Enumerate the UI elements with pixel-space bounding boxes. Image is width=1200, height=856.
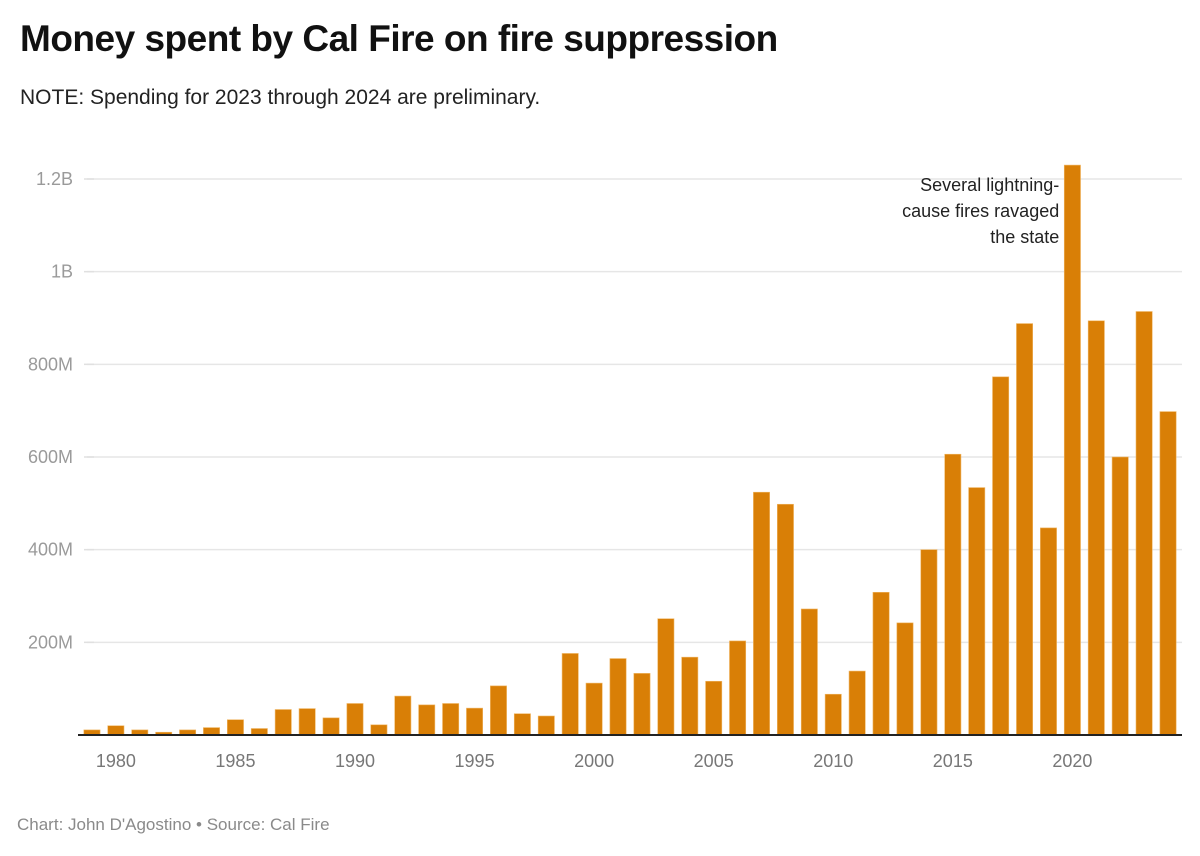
bar-2017[interactable]	[992, 376, 1010, 736]
bar-1996[interactable]	[490, 685, 507, 736]
bar-2015[interactable]	[944, 453, 962, 736]
bar-1985[interactable]	[227, 719, 244, 736]
bar-1994[interactable]	[442, 703, 460, 736]
bar-2006[interactable]	[729, 640, 747, 736]
bar-2008[interactable]	[777, 503, 794, 736]
bar-2019[interactable]	[1040, 527, 1057, 736]
bar-2018[interactable]	[1016, 323, 1033, 736]
bar-2011[interactable]	[848, 670, 866, 736]
bar-1991[interactable]	[370, 724, 388, 736]
bar-2024[interactable]	[1159, 411, 1177, 736]
chart-title: Money spent by Cal Fire on fire suppress…	[20, 18, 778, 59]
bars	[83, 164, 1177, 736]
chart-source: Source: Cal Fire	[206, 815, 330, 834]
annotation: Several lightning-cause fires ravaged the…	[902, 175, 1059, 247]
bar-1980[interactable]	[107, 725, 125, 736]
y-tick-label: 200M	[28, 632, 73, 652]
bar-2004[interactable]	[681, 656, 699, 736]
bar-1987[interactable]	[274, 709, 292, 736]
bar-2021[interactable]	[1087, 320, 1105, 736]
y-axis-ticks: 200M 400M 600M 800M 1B 1.2B	[28, 169, 73, 652]
x-axis-ticks: 1980 1985 1990 1995 2000 2005 2010 2015 2020	[96, 751, 1093, 771]
x-tick-label: 2010	[813, 751, 853, 771]
bar-2003[interactable]	[657, 618, 675, 736]
y-tick-label: 1.2B	[36, 169, 73, 189]
x-tick-label: 2015	[933, 751, 973, 771]
bar-1998[interactable]	[537, 715, 555, 736]
annotation-line: cause fires ravaged	[902, 201, 1059, 221]
footer-separator: •	[196, 815, 202, 834]
bar-2013[interactable]	[896, 622, 914, 736]
x-tick-label: 2005	[694, 751, 734, 771]
bar-1999[interactable]	[561, 653, 579, 736]
bar-2016[interactable]	[968, 487, 986, 736]
bar-2002[interactable]	[633, 673, 651, 736]
bar-1989[interactable]	[322, 717, 340, 736]
bar-2022[interactable]	[1111, 456, 1129, 736]
bar-2020[interactable]	[1063, 164, 1081, 736]
chart-credit: Chart: John D'Agostino	[17, 815, 192, 834]
bar-2014[interactable]	[920, 549, 938, 736]
bar-2010[interactable]	[824, 693, 842, 736]
chart-subtitle: NOTE: Spending for 2023 through 2024 are…	[20, 86, 541, 109]
bar-2001[interactable]	[609, 658, 627, 736]
bar-2007[interactable]	[753, 491, 770, 736]
x-tick-label: 1990	[335, 751, 375, 771]
chart-footer: Chart: John D'Agostino • Source: Cal Fir…	[17, 815, 330, 835]
bar-1992[interactable]	[394, 695, 412, 736]
x-tick-label: 1980	[96, 751, 136, 771]
bar-2009[interactable]	[800, 608, 818, 736]
bar-1988[interactable]	[298, 708, 316, 736]
x-tick-label: 2020	[1052, 751, 1092, 771]
annotation-line: the state	[990, 227, 1059, 247]
x-tick-label: 1995	[455, 751, 495, 771]
y-tick-label: 800M	[28, 354, 73, 374]
annotation-text: Several lightning-cause fires ravaged the…	[902, 175, 1059, 247]
annotation-line: Several lightning-	[920, 175, 1059, 195]
y-tick-label: 1B	[51, 262, 73, 282]
bar-1990[interactable]	[346, 703, 364, 736]
bar-2005[interactable]	[705, 680, 723, 736]
bar-2000[interactable]	[585, 682, 603, 736]
bar-1995[interactable]	[466, 707, 483, 736]
bar-2023[interactable]	[1135, 311, 1153, 736]
x-tick-label: 2000	[574, 751, 614, 771]
bar-1984[interactable]	[203, 727, 220, 736]
bar-1993[interactable]	[418, 704, 436, 736]
y-tick-label: 600M	[28, 447, 73, 467]
bar-2012[interactable]	[872, 591, 890, 736]
x-tick-label: 1985	[215, 751, 255, 771]
y-tick-label: 400M	[28, 540, 73, 560]
bar-1997[interactable]	[513, 713, 531, 736]
